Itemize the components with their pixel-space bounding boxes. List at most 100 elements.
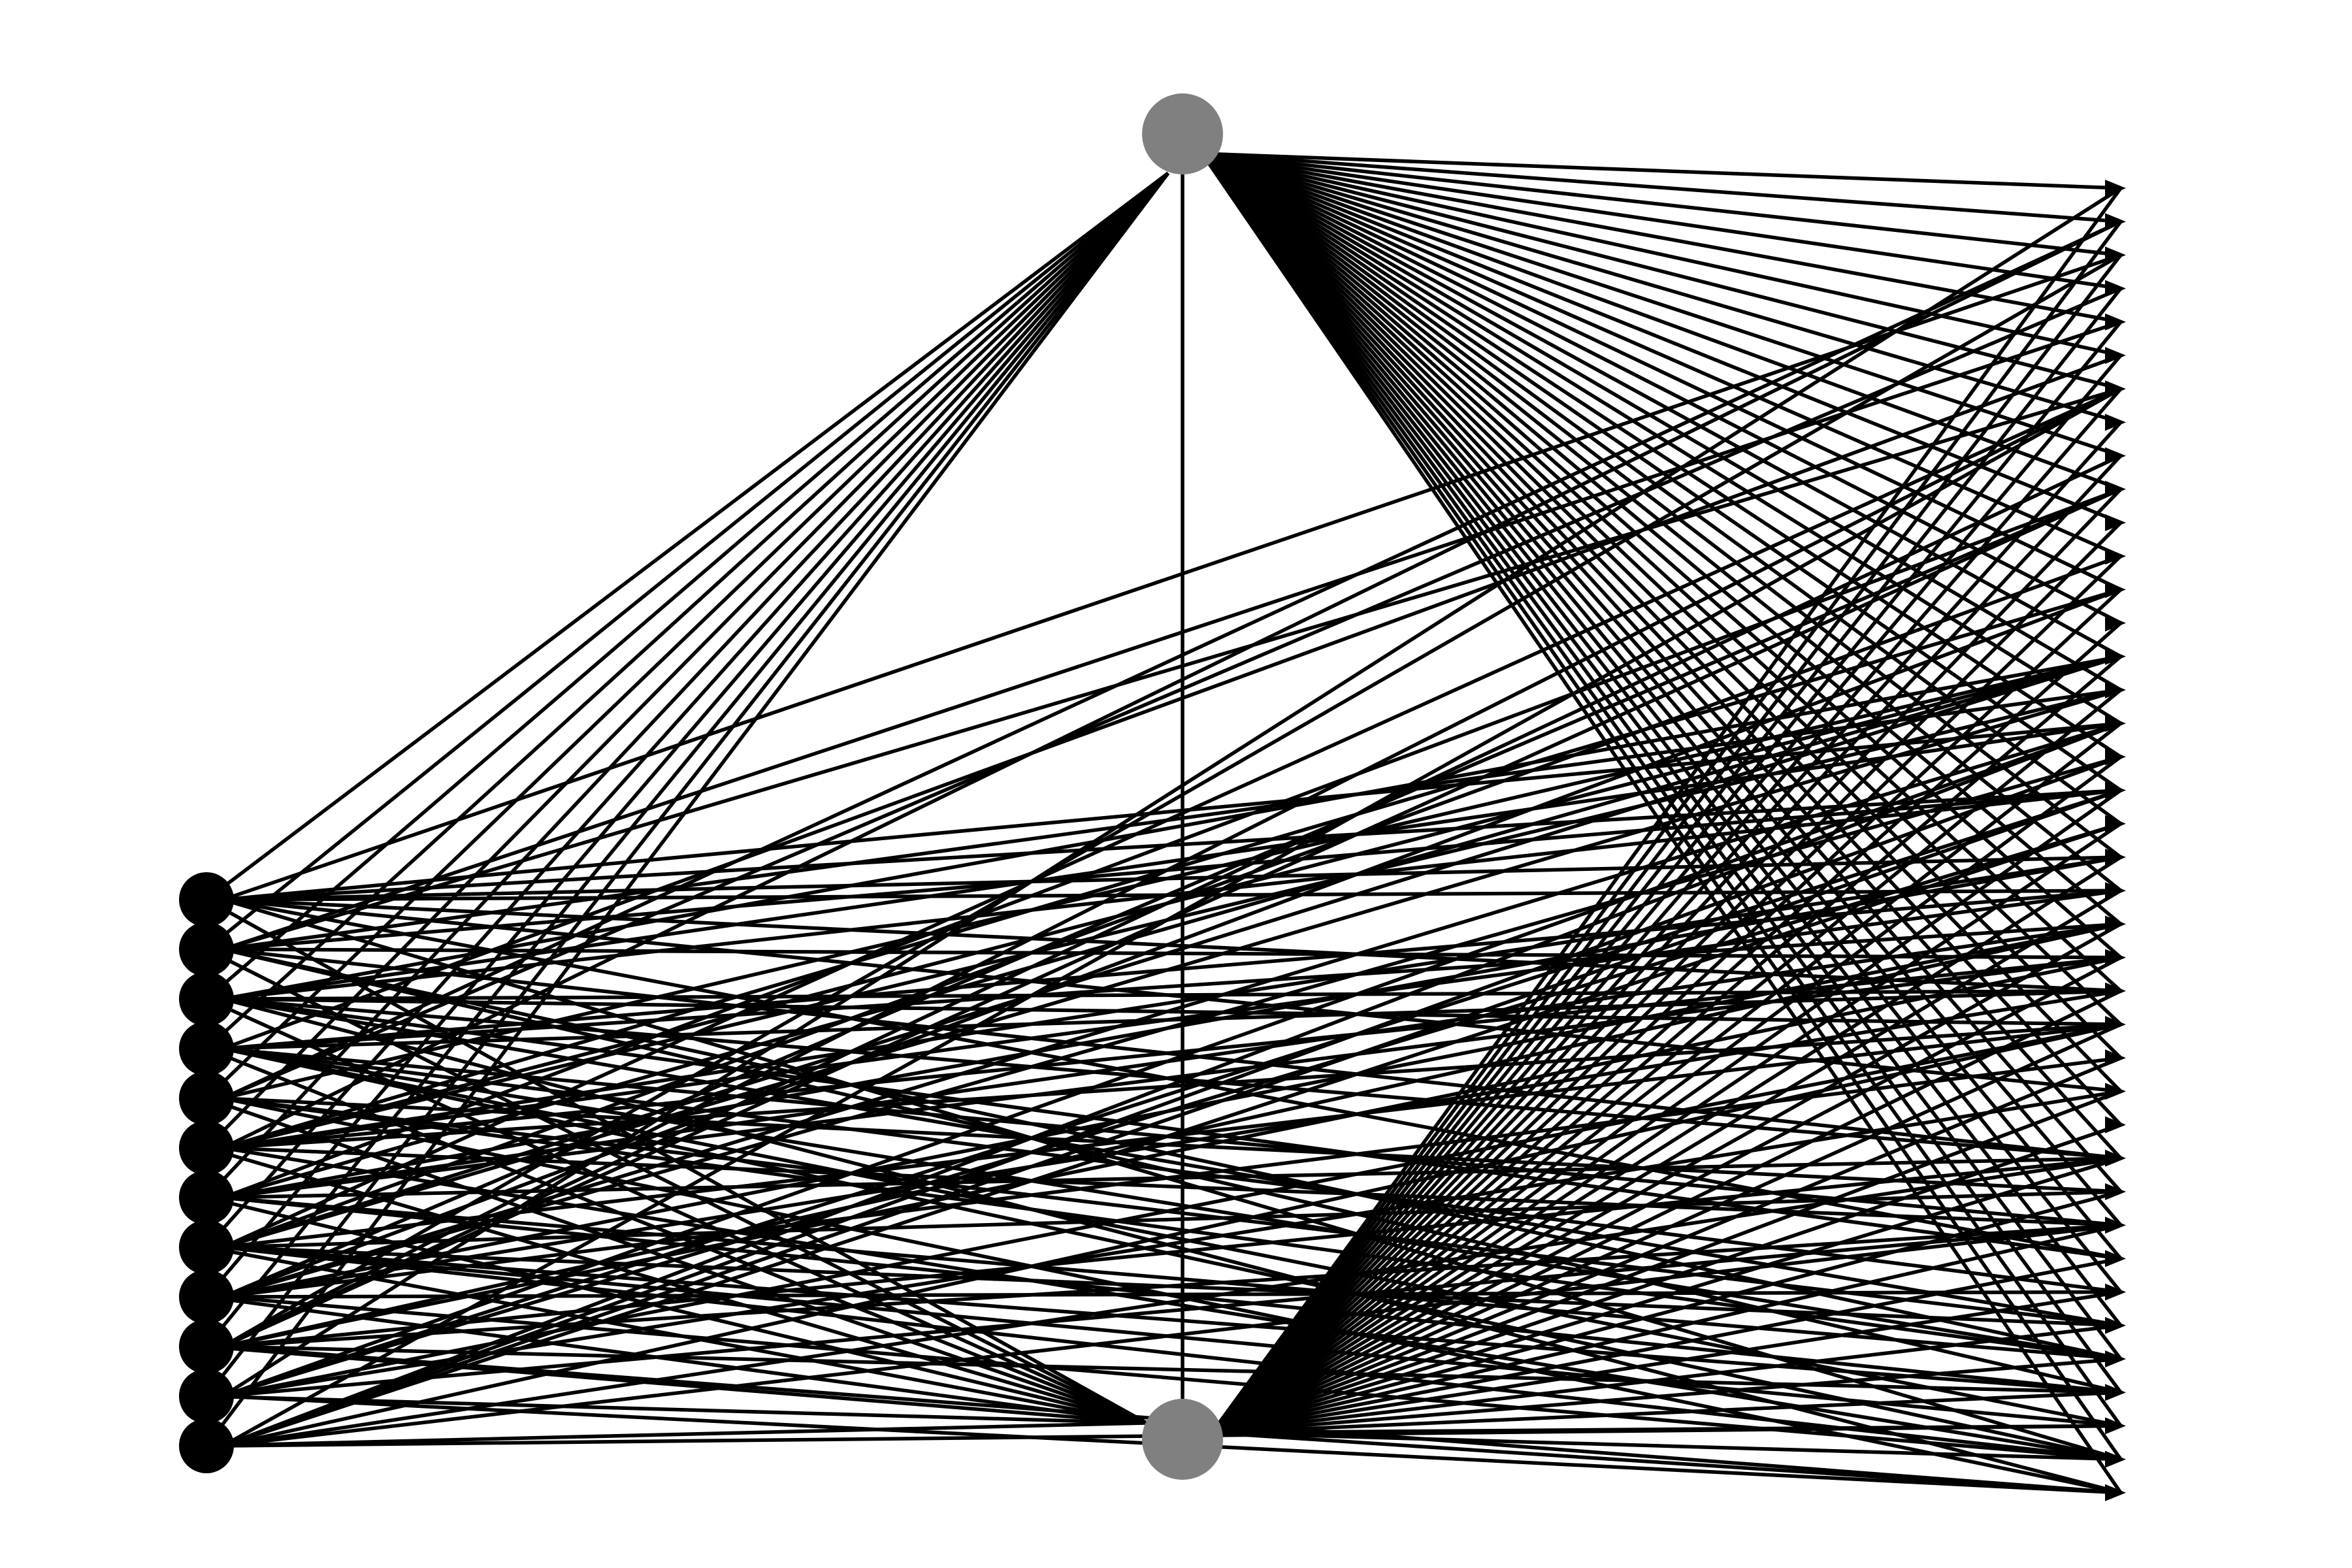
edge-source-5-to-sink-15 (222, 655, 2121, 1100)
sink-arrowhead-39 (2105, 1450, 2126, 1468)
edge-source-8-to-sink-7 (222, 387, 2122, 1249)
edge-source-10-to-bottom-hub (206, 1345, 1147, 1425)
edge-source-12-to-sink-20 (222, 822, 2121, 1448)
edge-source-9-to-sink-27 (222, 1056, 2121, 1299)
sink-arrowhead-34 (2105, 1283, 2126, 1301)
edge-top-hub-to-sink-3 (1201, 152, 2121, 257)
edge-source-12-to-bottom-hub (206, 1421, 1147, 1448)
source-node-4 (179, 1021, 234, 1076)
edge-source-12-to-sink-30 (222, 1156, 2121, 1448)
edge-source-7-to-sink-24 (222, 955, 2121, 1200)
sink-arrowhead-5 (2105, 313, 2126, 331)
edge-top-hub-to-sink-36 (1200, 152, 2123, 1360)
edge-bottom-hub-to-sink-25 (1211, 989, 2122, 1435)
edge-layer (204, 152, 2123, 1495)
edge-bottom-hub-to-sink-11 (1211, 521, 2122, 1434)
sink-arrowhead-8 (2105, 414, 2126, 431)
edge-source-11-to-sink-19 (222, 788, 2121, 1398)
sink-arrowhead-31 (2105, 1183, 2126, 1200)
edge-source-7-to-bottom-hub (206, 1196, 1147, 1425)
sink-arrowhead-36 (2105, 1350, 2126, 1367)
edge-top-hub-to-sink-24 (1201, 152, 2122, 959)
edge-source-3-to-bottom-hub (205, 997, 1148, 1425)
edge-bottom-hub-to-sink-22 (1211, 889, 2122, 1435)
edge-source-11-to-sink-28 (222, 1089, 2121, 1398)
edge-source-9-to-sink-18 (222, 755, 2121, 1299)
edge-source-12-to-sink-32 (222, 1223, 2121, 1448)
edge-source-12-to-sink-19 (222, 789, 2121, 1448)
edge-top-hub-to-sink-15 (1201, 152, 2122, 659)
sink-arrowhead-20 (2105, 815, 2126, 832)
edge-top-hub-to-sink-9 (1201, 152, 2121, 458)
sink-arrowhead-28 (2105, 1083, 2126, 1100)
edge-source-4-to-sink-6 (222, 353, 2121, 1051)
edge-source-5-to-top-hub (205, 172, 1169, 1100)
edge-bottom-hub-to-sink-37 (1211, 1390, 2121, 1435)
source-node-2 (179, 922, 234, 977)
sink-arrowhead-4 (2105, 280, 2126, 297)
edge-source-11-to-top-hub (204, 172, 1170, 1397)
edge-source-10-to-sink-9 (222, 454, 2122, 1348)
source-node-7 (179, 1170, 234, 1225)
edge-source-11-to-sink-32 (222, 1223, 2121, 1398)
source-node-6 (179, 1120, 234, 1175)
edge-bottom-hub-to-sink-31 (1211, 1190, 2121, 1435)
edge-source-3-to-top-hub (205, 171, 1169, 1001)
edge-source-12-to-sink-18 (222, 755, 2121, 1448)
edge-top-hub-to-sink-17 (1201, 152, 2122, 725)
edge-bottom-hub-to-sink-9 (1210, 454, 2123, 1434)
sink-arrowhead-19 (2105, 781, 2126, 799)
edge-bottom-hub-to-sink-5 (1210, 321, 2123, 1434)
edge-bottom-hub-to-sink-32 (1211, 1223, 2121, 1435)
sink-arrowhead-27 (2105, 1049, 2126, 1067)
edge-source-10-to-sink-7 (221, 387, 2122, 1348)
source-node-1 (179, 872, 234, 927)
edge-source-5-to-sink-4 (222, 287, 2122, 1100)
sink-arrowhead-6 (2105, 347, 2126, 364)
edge-source-11-to-sink-1 (221, 186, 2122, 1398)
edge-bottom-hub-to-sink-23 (1211, 923, 2122, 1435)
sink-arrowhead-11 (2105, 514, 2126, 531)
sink-arrowhead-23 (2105, 915, 2126, 933)
edge-source-9-to-sink-17 (222, 721, 2121, 1299)
edge-source-6-to-sink-21 (222, 855, 2121, 1150)
edge-bottom-hub-to-sink-16 (1211, 688, 2122, 1435)
edge-source-7-to-sink-10 (222, 487, 2121, 1200)
sink-arrowhead-10 (2105, 480, 2126, 498)
edge-source-3-to-sink-33 (222, 997, 2121, 1261)
edge-bottom-hub-to-sink-14 (1211, 621, 2122, 1435)
sink-arrowhead-9 (2105, 447, 2126, 465)
sink-arrowhead-35 (2105, 1316, 2126, 1334)
source-node-8 (179, 1220, 234, 1275)
sink-arrowhead-15 (2105, 647, 2126, 665)
edge-bottom-hub-to-sink-27 (1211, 1056, 2122, 1435)
edge-top-hub-to-sink-16 (1201, 152, 2122, 692)
edge-source-5-to-sink-2 (222, 220, 2122, 1100)
edge-source-1-to-sink-3 (222, 253, 2121, 902)
top-hub-node (1142, 93, 1223, 174)
sink-arrowhead-2 (2105, 213, 2126, 231)
edge-bottom-hub-to-sink-19 (1211, 789, 2122, 1435)
edge-source-6-to-sink-24 (222, 955, 2121, 1150)
source-node-5 (179, 1071, 234, 1126)
sink-arrowhead-17 (2105, 715, 2126, 732)
edge-source-1-to-sink-25 (223, 898, 2121, 993)
sink-arrowhead-7 (2105, 380, 2126, 398)
edge-source-4-to-sink-34 (222, 1047, 2121, 1294)
node-layer (179, 93, 2126, 1501)
sink-arrowhead-24 (2105, 949, 2126, 966)
edge-source-2-to-sink-36 (222, 947, 2121, 1361)
edge-top-hub-to-sink-23 (1201, 152, 2122, 926)
sink-arrowhead-25 (2105, 982, 2126, 1000)
sink-arrowhead-1 (2105, 180, 2126, 197)
edge-bottom-hub-to-sink-1 (1210, 187, 2123, 1434)
edge-source-11-to-sink-20 (222, 822, 2121, 1398)
edge-top-hub-to-sink-2 (1201, 152, 2121, 223)
edge-bottom-hub-to-sink-35 (1211, 1324, 2121, 1435)
sink-arrowhead-32 (2105, 1217, 2126, 1234)
sink-arrowhead-18 (2105, 748, 2126, 766)
source-node-12 (179, 1418, 234, 1473)
edge-source-9-to-sink-10 (222, 487, 2122, 1299)
sink-arrowhead-38 (2105, 1417, 2126, 1435)
